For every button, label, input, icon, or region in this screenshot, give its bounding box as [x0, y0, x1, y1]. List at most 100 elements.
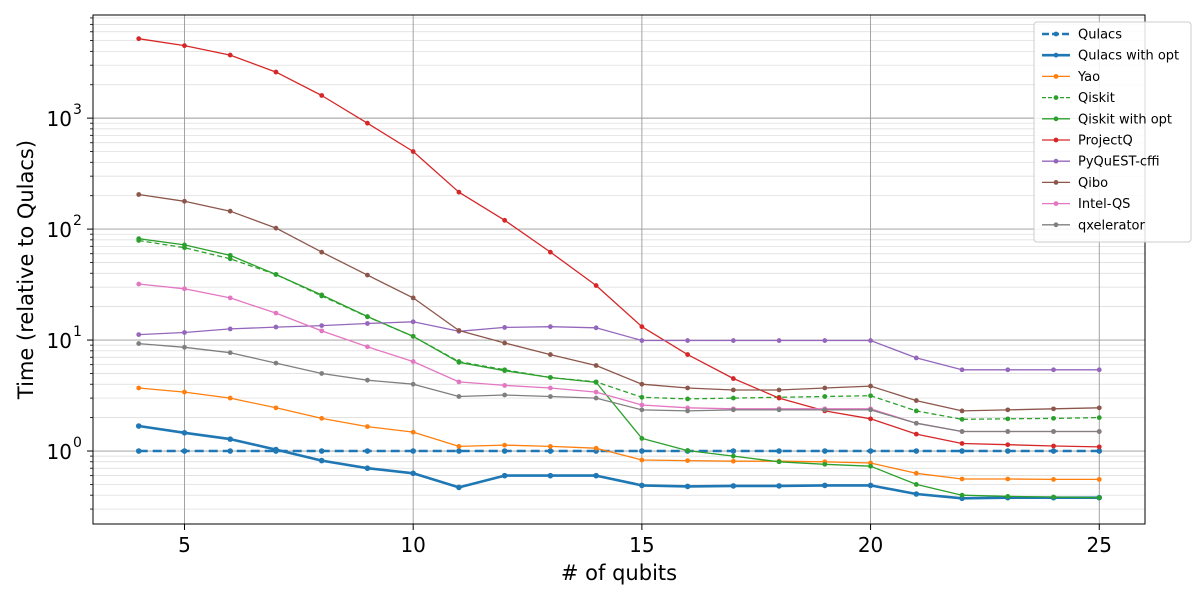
series-line-qulacs-with-opt	[138, 424, 1100, 500]
data-point	[501, 448, 508, 454]
data-point	[868, 338, 873, 343]
data-point	[1096, 415, 1102, 421]
data-point	[639, 394, 645, 400]
data-point	[593, 363, 599, 368]
data-point	[227, 208, 233, 214]
data-point	[227, 256, 233, 262]
data-point	[365, 272, 370, 278]
legend-marker	[1053, 137, 1059, 143]
data-point	[867, 482, 874, 489]
data-point	[227, 350, 233, 356]
y-tick-label: 10	[47, 107, 72, 131]
data-point	[182, 344, 187, 350]
data-point	[776, 483, 782, 489]
data-point	[364, 448, 371, 454]
data-point	[456, 448, 462, 454]
series-qulacs	[135, 448, 1103, 454]
data-point	[136, 332, 142, 338]
data-point	[1005, 476, 1011, 482]
data-point	[730, 376, 736, 381]
data-point	[868, 393, 873, 399]
data-point	[822, 407, 828, 413]
data-point	[685, 352, 691, 357]
data-point	[868, 416, 873, 422]
series-qxelerator	[136, 341, 1102, 434]
data-point	[182, 286, 187, 292]
data-point	[959, 476, 965, 482]
data-point	[181, 429, 188, 436]
data-point	[1050, 448, 1057, 454]
data-point	[639, 402, 645, 408]
data-point	[273, 272, 279, 277]
legend-label: Intel-QS	[1078, 197, 1130, 212]
data-point	[273, 324, 279, 330]
data-point	[502, 340, 508, 346]
data-point	[730, 483, 737, 489]
data-point	[273, 225, 279, 231]
data-point	[730, 338, 736, 343]
legend-label: qxelerator	[1078, 218, 1146, 233]
data-point	[410, 333, 416, 339]
legend-marker	[1053, 31, 1059, 37]
data-point	[182, 242, 187, 248]
legend-marker	[1053, 201, 1059, 207]
legend-marker	[1053, 158, 1059, 164]
data-point	[1005, 407, 1011, 413]
data-point	[227, 436, 234, 442]
data-point	[547, 385, 553, 391]
data-point	[730, 453, 736, 459]
legend-item: Intel-QS	[1042, 197, 1130, 212]
data-point	[776, 448, 782, 454]
data-point	[913, 491, 920, 497]
data-point	[1096, 477, 1102, 482]
data-point	[136, 385, 142, 391]
y-tick-label: 10	[47, 440, 72, 464]
series-line-yao	[138, 387, 1100, 481]
y-tick-exponent: 2	[73, 213, 82, 229]
data-point	[318, 448, 325, 454]
minor-gridlines	[93, 17, 1145, 510]
y-axis-label: Time (relative to Qulacs)	[14, 140, 38, 400]
data-point	[365, 120, 370, 126]
data-point	[593, 472, 599, 479]
data-point	[822, 385, 828, 391]
data-point	[822, 482, 828, 489]
data-point	[1005, 416, 1011, 422]
legend-item: ProjectQ	[1042, 134, 1133, 149]
data-point	[273, 446, 279, 453]
data-point	[639, 448, 645, 454]
data-point	[410, 448, 416, 454]
data-point	[639, 435, 645, 441]
data-point	[1096, 405, 1102, 411]
data-point	[364, 465, 371, 472]
data-point	[319, 292, 325, 298]
data-point	[593, 283, 599, 288]
data-point	[959, 367, 965, 373]
data-point	[913, 420, 919, 426]
data-point	[501, 472, 508, 479]
y-tick-exponent: 3	[73, 102, 82, 118]
data-point	[227, 395, 233, 401]
data-point	[547, 394, 553, 399]
legend-item: qxelerator	[1042, 218, 1146, 233]
data-point	[456, 394, 462, 399]
data-point	[227, 252, 233, 258]
data-point	[822, 338, 828, 343]
data-point	[502, 383, 508, 388]
data-point	[1051, 477, 1056, 482]
data-point	[502, 392, 508, 398]
data-point	[639, 324, 645, 330]
legend-marker	[1053, 116, 1059, 122]
data-point	[456, 189, 462, 195]
data-point	[136, 236, 142, 242]
series-line-qxelerator	[138, 342, 1100, 433]
data-point	[822, 394, 828, 399]
data-point	[319, 323, 325, 329]
data-point	[776, 407, 782, 413]
data-point	[1096, 429, 1102, 434]
series-projectq	[136, 36, 1102, 450]
data-point	[1051, 406, 1056, 412]
x-axis-ticks: 5 10 15 20 25	[178, 524, 1112, 557]
data-point	[181, 448, 188, 454]
